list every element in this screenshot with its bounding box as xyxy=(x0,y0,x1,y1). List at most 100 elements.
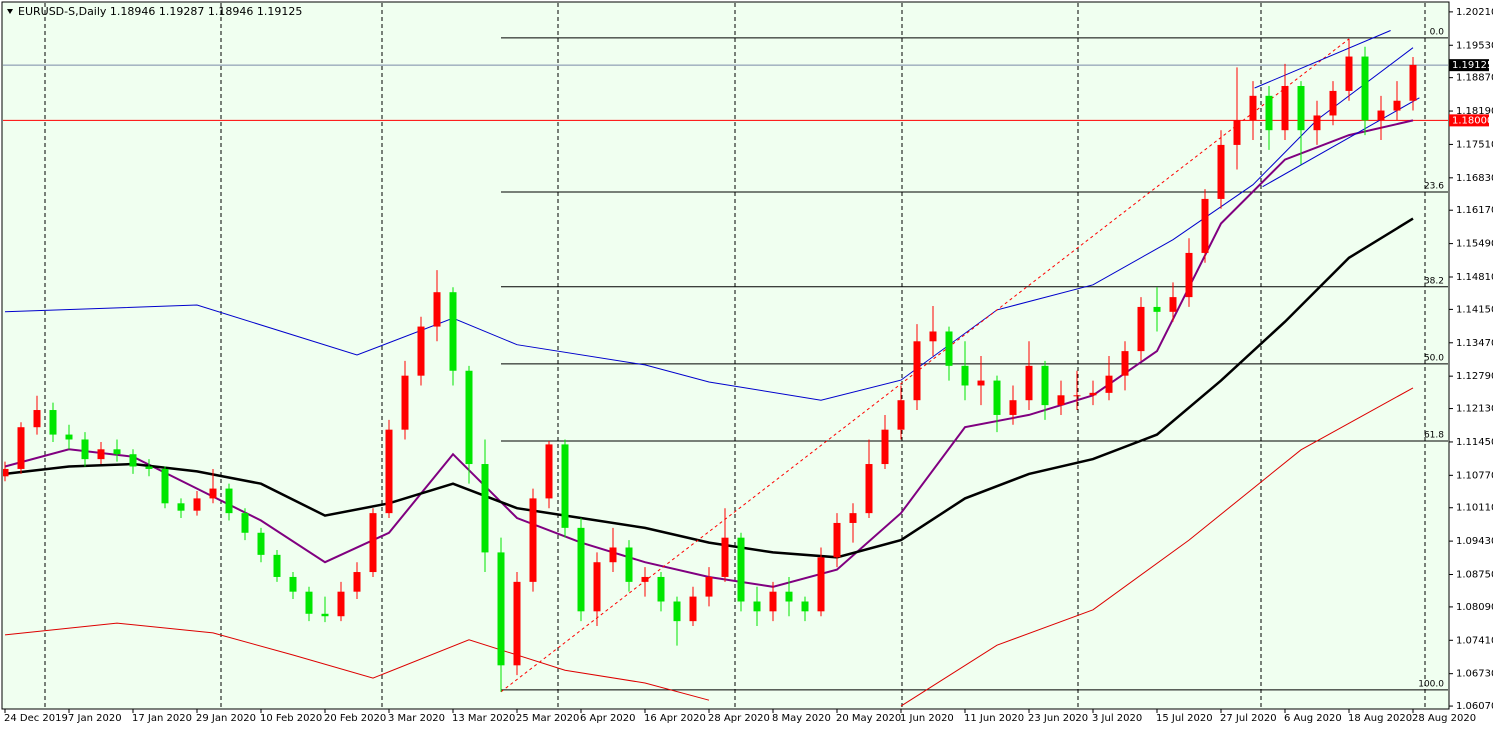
candle-body xyxy=(641,576,649,582)
candle-body xyxy=(81,439,89,460)
candle-body xyxy=(673,601,681,622)
fib-label: 0.0 xyxy=(1430,27,1445,37)
candle-body xyxy=(1377,110,1385,121)
candle-body xyxy=(385,429,393,514)
x-tick-label: 28 Aug 2020 xyxy=(1412,713,1476,724)
candle-body xyxy=(769,591,777,612)
price-tag-label: 1.19125 xyxy=(1452,60,1493,71)
y-tick-label: 1.08750 xyxy=(1456,569,1493,580)
x-tick-label: 11 Jun 2020 xyxy=(964,713,1024,724)
candle-body xyxy=(1217,144,1225,199)
candle-body xyxy=(1073,395,1081,397)
indicator-line xyxy=(4,622,710,701)
y-tick-label: 1.12130 xyxy=(1456,404,1493,415)
x-tick-label: 18 Aug 2020 xyxy=(1348,713,1412,724)
candle-body xyxy=(225,488,233,514)
y-tick-label: 1.18190 xyxy=(1456,106,1493,117)
x-tick-label: 28 Apr 2020 xyxy=(708,713,770,724)
candle-body xyxy=(1281,86,1289,131)
candle-body xyxy=(801,601,809,612)
y-tick-label: 1.10110 xyxy=(1456,503,1493,514)
candle-body xyxy=(257,532,265,555)
candle-body xyxy=(1345,56,1353,91)
trendline xyxy=(500,38,1350,693)
menu-triangle[interactable] xyxy=(7,9,13,14)
y-tick-label: 1.11450 xyxy=(1456,437,1493,448)
fib-label: 50.0 xyxy=(1424,353,1444,363)
candle-body xyxy=(401,375,409,430)
y-tick-label: 1.07410 xyxy=(1456,635,1493,646)
y-tick-label: 1.17510 xyxy=(1456,139,1493,150)
x-tick-label: 3 Mar 2020 xyxy=(388,713,445,724)
candle-body xyxy=(241,513,249,533)
y-tick-label: 1.15490 xyxy=(1456,239,1493,250)
x-tick-label: 23 Jun 2020 xyxy=(1028,713,1088,724)
fib-label: 23.6 xyxy=(1424,182,1444,192)
candle-body xyxy=(865,464,873,514)
candle-body xyxy=(609,547,617,563)
fib-label: 38.2 xyxy=(1424,276,1444,286)
candle-body xyxy=(1233,120,1241,145)
candle-body xyxy=(977,380,985,386)
x-tick-label: 25 Mar 2020 xyxy=(516,713,579,724)
candle-body xyxy=(465,370,473,465)
candle-body xyxy=(593,562,601,612)
candle-body xyxy=(273,554,281,577)
indicator-line xyxy=(4,217,1414,559)
y-tick-label: 1.16830 xyxy=(1456,173,1493,184)
candle-body xyxy=(1137,306,1145,352)
candle-body xyxy=(113,449,121,455)
candle-body xyxy=(1313,115,1321,131)
x-tick-label: 20 Feb 2020 xyxy=(324,713,386,724)
y-tick-label: 1.06730 xyxy=(1456,669,1493,680)
candle-body xyxy=(1041,365,1049,406)
candle-body xyxy=(1169,297,1177,312)
candle-body xyxy=(65,434,73,440)
candle-body xyxy=(129,454,137,467)
candle-body xyxy=(497,552,505,666)
x-tick-label: 15 Jul 2020 xyxy=(1156,713,1213,724)
y-tick-label: 1.18870 xyxy=(1456,73,1493,84)
candle-body xyxy=(97,449,105,460)
candle-body xyxy=(161,468,169,504)
candle-body xyxy=(1057,395,1065,406)
candle-body xyxy=(1121,351,1129,376)
trendline xyxy=(1254,30,1391,89)
x-tick-label: 16 Apr 2020 xyxy=(644,713,706,724)
indicator-line xyxy=(900,387,1414,707)
candle-body xyxy=(833,522,841,558)
candle-body xyxy=(353,572,361,592)
candle-body xyxy=(1025,365,1033,401)
candle-body xyxy=(817,557,825,612)
candle-body xyxy=(849,513,857,523)
candle-body xyxy=(1249,95,1257,121)
candle-body xyxy=(913,341,921,401)
candle-body xyxy=(1009,400,1017,415)
y-tick-label: 1.08090 xyxy=(1456,602,1493,613)
indicator-line xyxy=(4,47,1414,401)
candle-body xyxy=(929,331,937,342)
candle-body xyxy=(1361,56,1369,121)
plot-area xyxy=(1,1,1450,710)
candle-body xyxy=(209,488,217,499)
y-tick-label: 1.14150 xyxy=(1456,304,1493,315)
x-tick-label: 6 Aug 2020 xyxy=(1284,713,1342,724)
candle-body xyxy=(1089,392,1097,396)
x-tick-label: 6 Apr 2020 xyxy=(580,713,635,724)
candle-body xyxy=(1105,375,1113,393)
candle-body xyxy=(1329,90,1337,116)
candle-body xyxy=(321,613,329,617)
y-tick-label: 1.19530 xyxy=(1456,40,1493,51)
candle-body xyxy=(49,410,57,435)
candle-body xyxy=(433,292,441,327)
candle-body xyxy=(1185,252,1193,298)
candle-body xyxy=(897,400,905,430)
candle-body xyxy=(705,576,713,597)
x-tick-label: 29 Jan 2020 xyxy=(196,713,256,724)
candle-body xyxy=(481,464,489,553)
x-tick-label: 27 Jul 2020 xyxy=(1220,713,1277,724)
candle-body xyxy=(737,537,745,602)
x-tick-label: 13 Mar 2020 xyxy=(452,713,515,724)
candle-body xyxy=(529,498,537,582)
y-tick-label: 1.16170 xyxy=(1456,205,1493,216)
